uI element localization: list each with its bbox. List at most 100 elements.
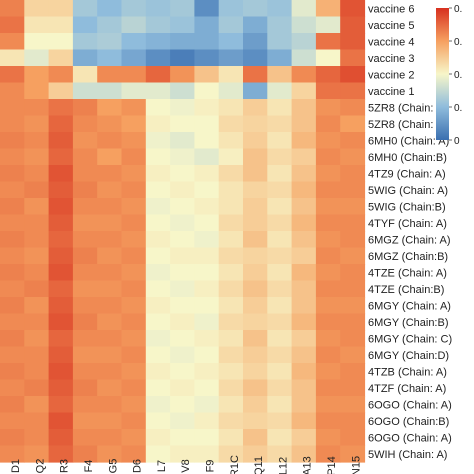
heatmap-cell (121, 49, 147, 67)
heatmap-cell (267, 16, 293, 34)
heatmap-cell (145, 346, 171, 364)
heatmap-cell (243, 99, 268, 117)
heatmap-cell (48, 313, 74, 331)
heatmap-cell (72, 66, 98, 84)
heatmap-cell (24, 379, 50, 397)
heatmap-cell (48, 16, 74, 34)
heatmap-cell (267, 0, 293, 18)
heatmap-cell (48, 33, 74, 51)
heatmap-cell (48, 379, 74, 397)
heatmap-cell (170, 165, 195, 183)
heatmap-cell (340, 49, 366, 67)
heatmap-cell (267, 49, 293, 67)
heatmap-cell (194, 313, 220, 331)
heatmap-cell (218, 214, 244, 232)
heatmap-cell (315, 0, 341, 18)
heatmap-cell (267, 181, 293, 199)
heatmap-cell (315, 115, 341, 133)
heatmap-cell (97, 49, 123, 67)
heatmap-cell (170, 231, 195, 249)
heatmap-cell (243, 148, 268, 166)
heatmap-cell (48, 412, 74, 430)
heatmap-cell (267, 313, 293, 331)
heatmap-cell (121, 165, 147, 183)
row-label: 6MGY (Chain:B) (368, 317, 449, 329)
heatmap-cell (0, 115, 25, 133)
column-label: R1C (229, 455, 241, 474)
heatmap-cell (218, 99, 244, 117)
heatmap-cell (291, 313, 317, 331)
heatmap-cell (340, 297, 366, 315)
heatmap-cell (72, 49, 98, 67)
row-label: vaccine 5 (368, 20, 414, 32)
heatmap-cell (0, 346, 25, 364)
column-label: Q2 (34, 459, 46, 474)
row-labels: vaccine 6 vaccine 5 vaccine 4 vaccine 3 vacc… (368, 3, 452, 461)
heatmap-cell (0, 247, 25, 265)
heatmap-cell (340, 33, 366, 51)
heatmap-cell (0, 297, 25, 315)
heatmap-cell (24, 165, 50, 183)
heatmap-cell (243, 280, 268, 298)
heatmap-cell (48, 264, 74, 282)
heatmap-cell (48, 231, 74, 249)
heatmap-cell (243, 247, 268, 265)
heatmap-cell (121, 445, 147, 463)
heatmap-cell (72, 363, 98, 381)
heatmap-cell (194, 363, 220, 381)
heatmap-cell (267, 297, 293, 315)
heatmap-cell (97, 165, 123, 183)
heatmap-cell (72, 132, 98, 150)
heatmap-cell (243, 115, 268, 133)
heatmap-cell (291, 198, 317, 216)
heatmap-cell (121, 181, 147, 199)
heatmap-cell (291, 330, 317, 348)
row-label: 4TYF (Chain: A) (368, 218, 447, 230)
colorbar-tick-label: 0. (454, 70, 462, 81)
heatmap-cell (97, 82, 123, 100)
heatmap-cell (243, 396, 268, 414)
heatmap-cell (170, 313, 195, 331)
heatmap-cell (121, 82, 147, 100)
heatmap-cell (291, 99, 317, 117)
heatmap-cell (340, 346, 366, 364)
heatmap-cell (48, 82, 74, 100)
heatmap-cell (315, 181, 341, 199)
heatmap-cell (243, 16, 268, 34)
heatmap-cell (24, 16, 50, 34)
heatmap-cell (72, 346, 98, 364)
heatmap-cell (170, 115, 195, 133)
row-label: 6OGO (Chain:B) (368, 416, 449, 428)
heatmap-cell (291, 132, 317, 150)
heatmap-cell (194, 297, 220, 315)
heatmap-cell (145, 379, 171, 397)
heatmap-cell (291, 280, 317, 298)
colorbar-tick-label: 0. (454, 103, 462, 114)
heatmap-cell (194, 33, 220, 51)
row-label: 4TZE (Chain: A) (368, 267, 447, 279)
heatmap-cell (291, 396, 317, 414)
heatmap-cell (243, 181, 268, 199)
heatmap-cell (97, 66, 123, 84)
heatmap-cell (243, 49, 268, 67)
heatmap-cell (267, 445, 293, 463)
heatmap-cell (194, 66, 220, 84)
heatmap-cell (145, 429, 171, 447)
heatmap-cell (48, 198, 74, 216)
heatmap-cell (340, 247, 366, 265)
heatmap-cell (267, 82, 293, 100)
heatmap-cell (267, 412, 293, 430)
heatmap-cell (194, 429, 220, 447)
heatmap-cell (72, 280, 98, 298)
column-label: N15 (350, 456, 362, 474)
heatmap-cell (48, 165, 74, 183)
heatmap-cell (218, 33, 244, 51)
heatmap-cell (121, 379, 147, 397)
heatmap-cell (170, 280, 195, 298)
heatmap-cell (267, 198, 293, 216)
heatmap-cell (194, 445, 220, 463)
heatmap-cell (218, 198, 244, 216)
heatmap-cell (145, 99, 171, 117)
heatmap-cell (97, 231, 123, 249)
heatmap-cell (194, 214, 220, 232)
